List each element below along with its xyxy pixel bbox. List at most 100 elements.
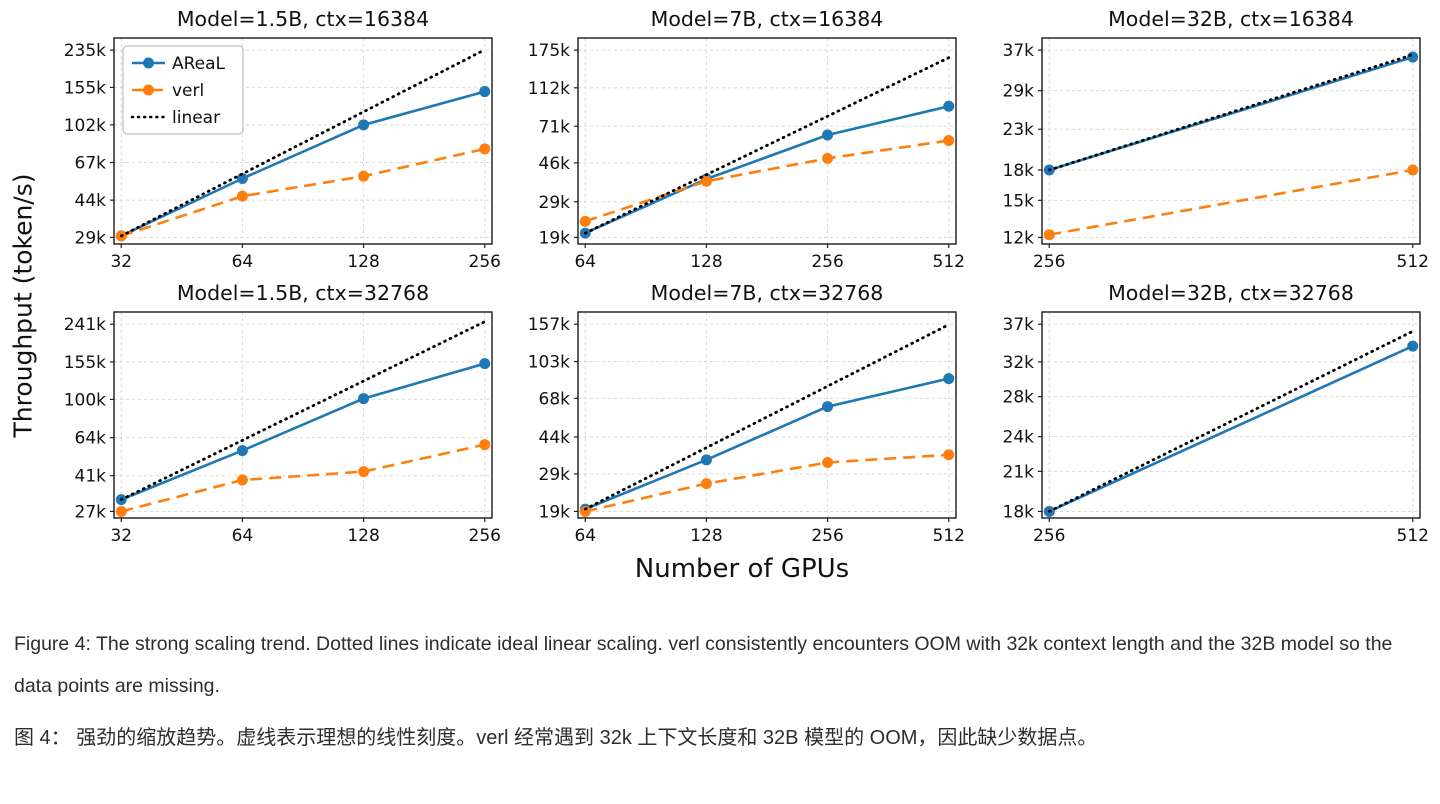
series-areal-marker [479,358,491,370]
svg-text:18k: 18k [1003,502,1035,522]
legend: AReaL verl linear [122,45,244,135]
series-verl-marker [822,152,834,164]
figure-caption-english: Figure 4: The strong scaling trend. Dott… [14,633,1393,697]
svg-text:44k: 44k [75,191,107,211]
legend-label: linear [172,108,220,128]
subplot-model-32b-ctx-32768: Model=32B, ctx=32768 256 512 18k 21k 24k 28k 32… [978,280,1434,552]
subplot-model-1-5b-ctx-16384: Model=1.5B, ctx=16384 32 64 128 256 29k 44k 67k… [50,6,506,278]
svg-text:32k: 32k [1003,353,1035,373]
svg-text:512: 512 [933,526,965,546]
svg-text:175k: 175k [528,41,570,61]
subplot-model-1-5b-ctx-32768: Model=1.5B, ctx=32768 32 64 128 256 27k 41k 64k… [50,280,506,552]
chart-title: Model=1.5B, ctx=32768 [177,281,429,305]
series-linear-line [583,323,951,511]
series-areal-marker [1407,51,1419,63]
svg-text:32: 32 [110,252,132,272]
svg-text:256: 256 [1033,526,1065,546]
subplot-model-7b-ctx-32768: Model=7B, ctx=32768 64 128 256 512 19k 29k 44k 6… [514,280,970,552]
svg-text:27k: 27k [75,502,107,522]
svg-text:512: 512 [1397,526,1429,546]
series-linear-line [119,320,487,502]
chart-svg: Model=1.5B, ctx=16384 32 64 128 256 29k 44k 67k… [64,7,501,272]
svg-text:19k: 19k [539,502,571,522]
svg-text:29k: 29k [539,193,571,213]
series-areal-marker [1407,340,1419,352]
svg-text:41k: 41k [75,467,107,487]
series-areal-line [584,377,949,511]
chart-svg: Model=7B, ctx=16384 64 128 256 512 19k 29k 46k 7… [528,7,965,272]
svg-text:29k: 29k [539,465,571,485]
series-areal-marker [479,86,491,98]
svg-text:256: 256 [1033,252,1065,272]
svg-text:46k: 46k [539,154,571,174]
series-areal-marker [822,129,834,141]
series-verl-marker [579,505,591,517]
svg-text:71k: 71k [539,117,571,137]
series-areal-line [584,105,949,235]
svg-text:128: 128 [690,252,722,272]
svg-text:512: 512 [933,252,965,272]
series-verl-marker [236,190,248,202]
series-areal-line [120,90,486,238]
svg-text:256: 256 [811,252,843,272]
chart-title: Model=7B, ctx=16384 [651,7,884,31]
svg-text:64: 64 [574,526,596,546]
series-areal-marker [358,119,370,131]
svg-text:256: 256 [469,252,501,272]
svg-text:155k: 155k [64,78,106,98]
series-verl-marker [479,439,491,451]
svg-text:100k: 100k [64,390,106,410]
series-verl-line [584,139,949,223]
svg-text:23k: 23k [1003,120,1035,140]
series-areal-marker [943,100,955,112]
svg-text:512: 512 [1397,252,1429,272]
series-verl-line [120,147,485,238]
series-areal-marker [822,401,834,413]
svg-text:68k: 68k [539,389,571,409]
svg-text:64: 64 [574,252,596,272]
chart-svg: Model=7B, ctx=32768 64 128 256 512 19k 29k 44k 6… [528,281,965,546]
svg-text:128: 128 [347,252,379,272]
subplot-model-32b-ctx-16384: Model=32B, ctx=16384 256 512 12k 15k 18k 23k 29… [978,6,1434,278]
svg-text:103k: 103k [528,353,570,373]
series-verl-marker [479,143,491,155]
y-axis-label-text: Throughput (token/s) [8,172,38,438]
series-linear-line [119,48,487,238]
chart-title: Model=32B, ctx=32768 [1108,281,1354,305]
svg-text:37k: 37k [1003,315,1035,335]
series-linear-line [1047,53,1415,172]
svg-text:64: 64 [232,252,254,272]
svg-text:21k: 21k [1003,462,1035,482]
figure-caption-chinese: 图 4： 强劲的缩放趋势。虚线表示理想的线性刻度。verl 经常遇到 32k 上… [14,726,1098,749]
legend-label: AReaL [172,54,226,74]
svg-text:44k: 44k [539,428,571,448]
svg-text:12k: 12k [1003,228,1035,248]
svg-text:29k: 29k [1003,82,1035,102]
svg-text:18k: 18k [1003,161,1035,181]
series-verl-line [585,453,949,513]
figure-4-charts: Throughput (token/s) Model=1.5B, ctx=163… [0,6,1436,584]
chart-title: Model=7B, ctx=32768 [651,281,884,305]
y-axis-label: Throughput (token/s) [0,40,46,570]
series-areal-line [120,362,486,501]
chart-svg: Model=32B, ctx=16384 256 512 12k 15k 18k 23k 29… [1003,7,1429,272]
svg-text:64k: 64k [75,429,107,449]
series-verl-marker [115,505,127,517]
svg-text:235k: 235k [64,41,106,61]
svg-text:112k: 112k [528,79,570,99]
x-axis-label: Number of GPUs [634,554,850,584]
figure-page: Throughput (token/s) Model=1.5B, ctx=163… [0,6,1436,749]
chart-title: Model=1.5B, ctx=16384 [177,7,429,31]
series-verl-line [1049,168,1413,236]
svg-text:67k: 67k [75,153,107,173]
series-areal-marker [236,445,248,457]
svg-text:256: 256 [811,526,843,546]
subplot-grid: Model=1.5B, ctx=16384 32 64 128 256 29k 44k 67k… [50,6,1436,552]
svg-text:241k: 241k [64,315,106,335]
series-verl-marker [358,170,370,182]
svg-text:29k: 29k [75,228,107,248]
series-verl-line [120,443,485,513]
series-verl-marker [1407,164,1419,176]
series-areal-marker [943,373,955,385]
chart-svg: Model=32B, ctx=32768 256 512 18k 21k 24k 28k 32… [1003,281,1429,546]
